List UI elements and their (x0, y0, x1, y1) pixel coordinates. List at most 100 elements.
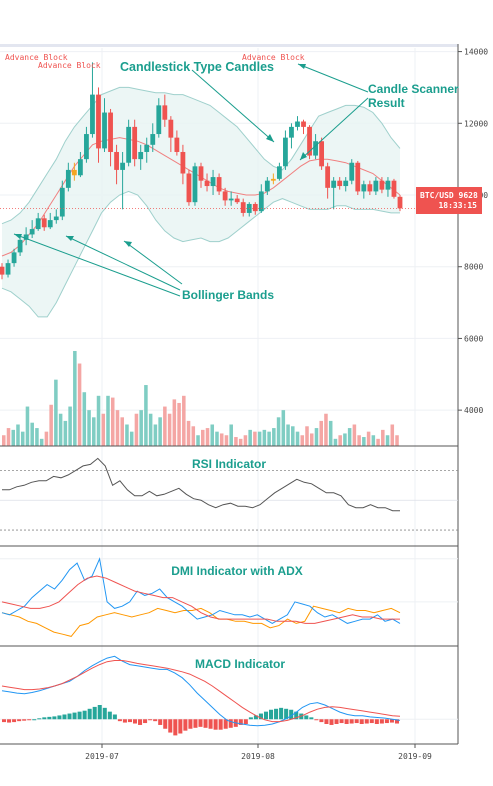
candle-body (180, 151, 186, 174)
candlestick-series (0, 62, 403, 280)
candle-body (234, 198, 240, 203)
macd-histogram-bar (153, 719, 158, 722)
volume-bar (371, 435, 376, 446)
macd-panel-title: MACD Indicator (195, 657, 285, 671)
volume-bar (366, 431, 371, 446)
volume-bar (115, 410, 120, 446)
macd-histogram-bar (27, 719, 32, 721)
volume-bar (324, 413, 328, 446)
volume-bar (96, 395, 101, 446)
macd-histogram-bar (289, 709, 294, 720)
candle-body (192, 166, 198, 203)
macd-line (1, 655, 401, 727)
candle-body (47, 220, 53, 228)
volume-bar (243, 435, 248, 446)
volume-bar (300, 435, 305, 446)
macd-histogram-bar (269, 709, 274, 720)
macd-histogram-bar (223, 719, 228, 729)
volume-bar (224, 435, 229, 446)
macd-histogram-bar (274, 708, 279, 720)
volume-bar (343, 433, 347, 446)
candle-body (126, 126, 132, 163)
time-tick-label: 2019-09 (398, 752, 432, 761)
macd-histogram-bar (263, 711, 269, 720)
volume-bar (20, 431, 25, 446)
volume-bar (201, 429, 205, 446)
volume-bar (215, 431, 219, 446)
candle-body (35, 218, 41, 230)
volume-bar (58, 413, 63, 446)
macd-histogram-bar (354, 719, 359, 724)
rsi-panel (0, 457, 458, 531)
plus-di-line (1, 557, 401, 624)
volume-bar (295, 431, 300, 446)
candle-body (283, 137, 288, 167)
candle-body (150, 134, 156, 145)
macd-histogram-bar (163, 719, 168, 729)
volume-bar (248, 429, 252, 446)
macd-histogram-bar (102, 707, 107, 720)
candle-body (77, 159, 83, 176)
candle-body (343, 180, 349, 187)
candle-body (264, 180, 270, 192)
price-tick-label: 4000 (464, 406, 483, 415)
macd-histogram-bar (193, 719, 198, 728)
bollinger-bands-annotation: Bollinger Bands (182, 288, 274, 302)
macd-histogram-bar (359, 719, 364, 724)
volume-bar (191, 426, 196, 446)
volume-bar (25, 406, 30, 446)
volume-bar (234, 437, 238, 446)
volume-bar (125, 424, 129, 446)
volume-bar (253, 431, 257, 446)
candle-body (108, 112, 113, 152)
candle-scanner-annotation: Candle Scanner Result (368, 82, 462, 110)
volume-bar (196, 435, 200, 446)
volume-bar (129, 431, 134, 446)
volume-bar (238, 438, 243, 446)
macd-histogram-bar (67, 713, 72, 720)
volume-bar (172, 399, 177, 446)
macd-histogram-bar (92, 706, 97, 720)
volume-bar (219, 433, 224, 446)
volume-bar (92, 417, 96, 446)
volume-bar (262, 429, 267, 446)
macd-histogram-bar (117, 719, 122, 722)
rsi-panel-title: RSI Indicator (192, 457, 266, 471)
volume-bar (314, 428, 319, 446)
volume-bar (333, 438, 338, 446)
candle-body (240, 202, 246, 213)
candle-body (385, 180, 391, 190)
candle-body (71, 169, 77, 176)
candle-body (301, 121, 306, 127)
macd-histogram-bar (319, 719, 324, 723)
candle-body (41, 218, 47, 228)
volume-bar (390, 424, 395, 446)
volume-bar (73, 350, 77, 446)
volume-bar (319, 420, 323, 446)
macd-histogram-bar (198, 719, 203, 727)
macd-histogram-bar (158, 719, 163, 725)
macd-histogram-bar (148, 719, 153, 721)
volume-bar (148, 413, 153, 446)
candle-scanner-line-1: Candle Scanner (368, 82, 459, 96)
volume-bar (2, 435, 6, 446)
candle-body (84, 134, 89, 160)
candle-body (53, 216, 59, 221)
last-price-time: 18:33:15 (438, 201, 477, 210)
macd-histogram-bar (208, 719, 213, 729)
volume-bar (63, 420, 68, 446)
macd-histogram-bar (12, 719, 17, 723)
macd-histogram-bar (132, 719, 138, 724)
candle-body (168, 119, 174, 138)
macd-histogram-bar (168, 719, 173, 733)
volume-bar (210, 424, 215, 446)
macd-histogram-bar (57, 715, 62, 720)
macd-histogram-bar (203, 719, 208, 728)
macd-histogram-bar (127, 719, 132, 723)
macd-histogram-bar (379, 719, 384, 724)
candle-body (319, 141, 325, 167)
volume-bar (49, 404, 53, 446)
candle-body (313, 141, 318, 156)
candle-body (289, 126, 294, 138)
candle-body (228, 198, 234, 201)
